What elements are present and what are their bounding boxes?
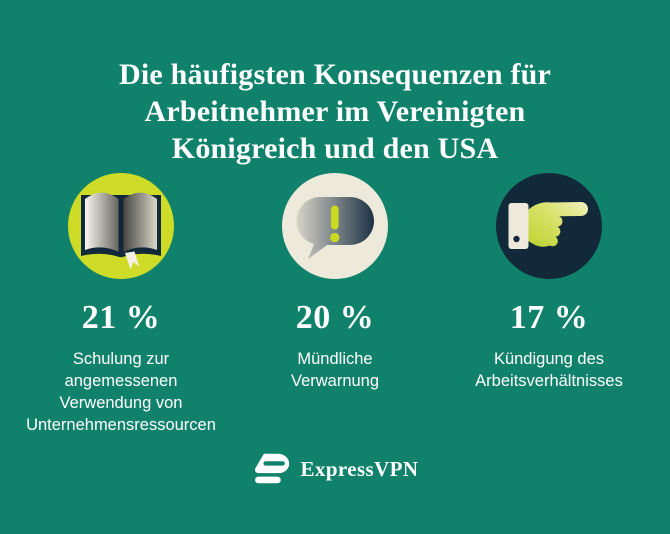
brand-footer: ExpressVPN: [0, 452, 670, 486]
stat-termination: 17 % Kündigung des Arbeitsverhältnisses: [442, 173, 656, 392]
expressvpn-wordmark: ExpressVPN: [300, 456, 419, 481]
stats-row: 21 % Schulung zur angemessenen Verwendun…: [0, 173, 670, 436]
pointing-hand-icon: [496, 173, 602, 279]
stat-label: Mündliche Verwarnung: [290, 350, 380, 390]
stat-verbal-warning: 20 % Mündliche Verwarnung: [228, 173, 442, 392]
page-title: Die häufigsten Konsequenzen für Arbeitne…: [118, 58, 552, 165]
stat-percent: 17 %: [509, 299, 589, 336]
expressvpn-logo-icon: [252, 452, 292, 486]
stat-percent: 20 %: [295, 299, 375, 336]
speech-bubble-exclamation-icon: [282, 173, 388, 279]
stat-label: Schulung zur angemessenen Verwendung von…: [26, 350, 216, 434]
stat-percent: 21 %: [81, 299, 161, 336]
stat-training: 21 % Schulung zur angemessenen Verwendun…: [14, 173, 228, 436]
open-book-icon: [68, 173, 174, 279]
stat-label: Kündigung des Arbeitsverhältnisses: [475, 350, 623, 390]
